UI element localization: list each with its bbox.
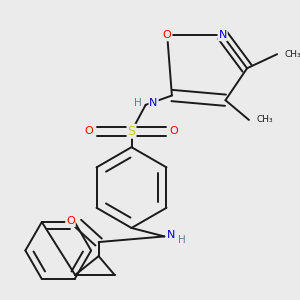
Text: CH₃: CH₃ [285,50,300,59]
Text: H: H [134,98,142,108]
Text: O: O [66,216,75,226]
Text: N: N [149,98,158,108]
Text: N: N [167,230,176,239]
Text: N: N [218,30,227,40]
Text: O: O [85,126,94,136]
Text: O: O [169,126,178,136]
Text: O: O [163,30,172,40]
Text: CH₃: CH₃ [256,116,273,124]
Text: H: H [178,235,185,245]
Text: S: S [128,125,136,138]
